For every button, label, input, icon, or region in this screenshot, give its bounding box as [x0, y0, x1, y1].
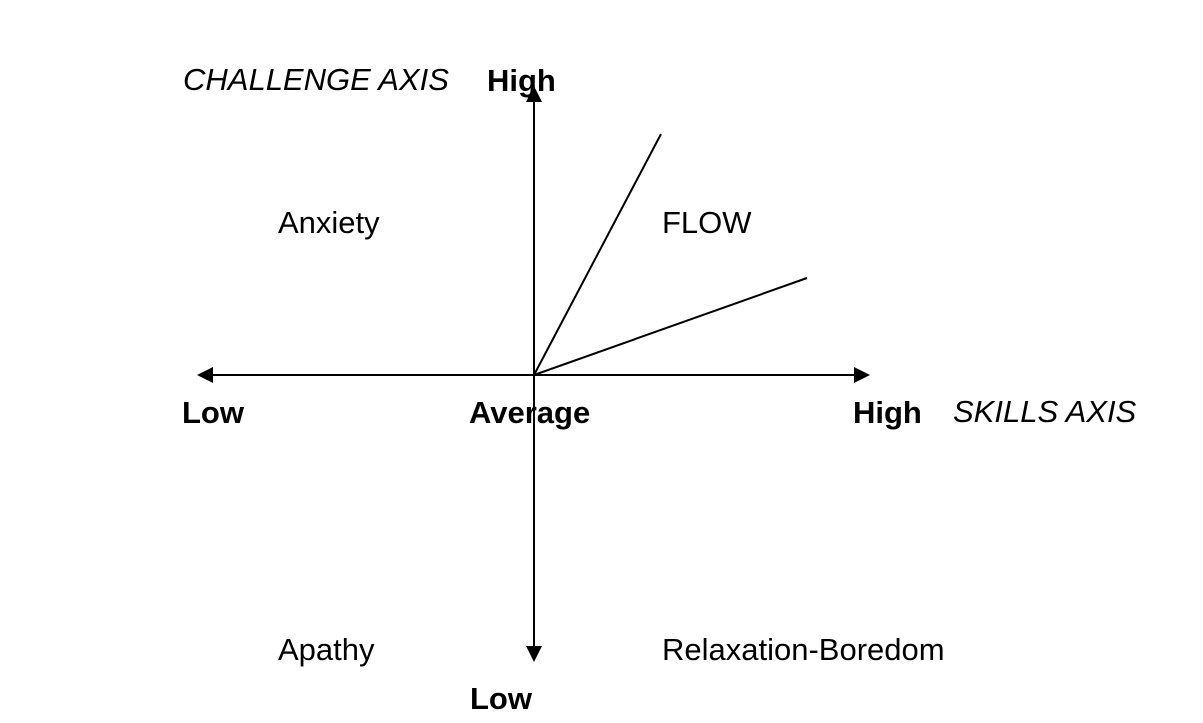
skills-axis-title: SKILLS AXIS	[953, 394, 1137, 429]
skills-axis-left-arrowhead	[197, 367, 213, 383]
skills-axis-right-arrowhead	[854, 367, 870, 383]
challenge-axis-title: CHALLENGE AXIS	[183, 62, 449, 97]
region-flow-label: FLOW	[662, 205, 752, 240]
challenge-axis-low-label: Low	[470, 681, 532, 716]
skills-axis-high-label: High	[853, 395, 922, 430]
skills-axis-average-label: Average	[469, 395, 591, 430]
challenge-axis-down-arrowhead	[526, 646, 542, 662]
region-relaxation-boredom-label: Relaxation-Boredom	[662, 632, 945, 667]
challenge-axis-high-label: High	[487, 63, 556, 98]
flow-upper-boundary-line	[533, 133, 662, 376]
region-anxiety-label: Anxiety	[278, 205, 380, 240]
region-apathy-label: Apathy	[278, 632, 375, 667]
skills-axis-low-label: Low	[182, 395, 244, 430]
challenge-axis-up-arrowhead	[526, 86, 542, 102]
flow-lower-boundary-line	[533, 277, 808, 376]
